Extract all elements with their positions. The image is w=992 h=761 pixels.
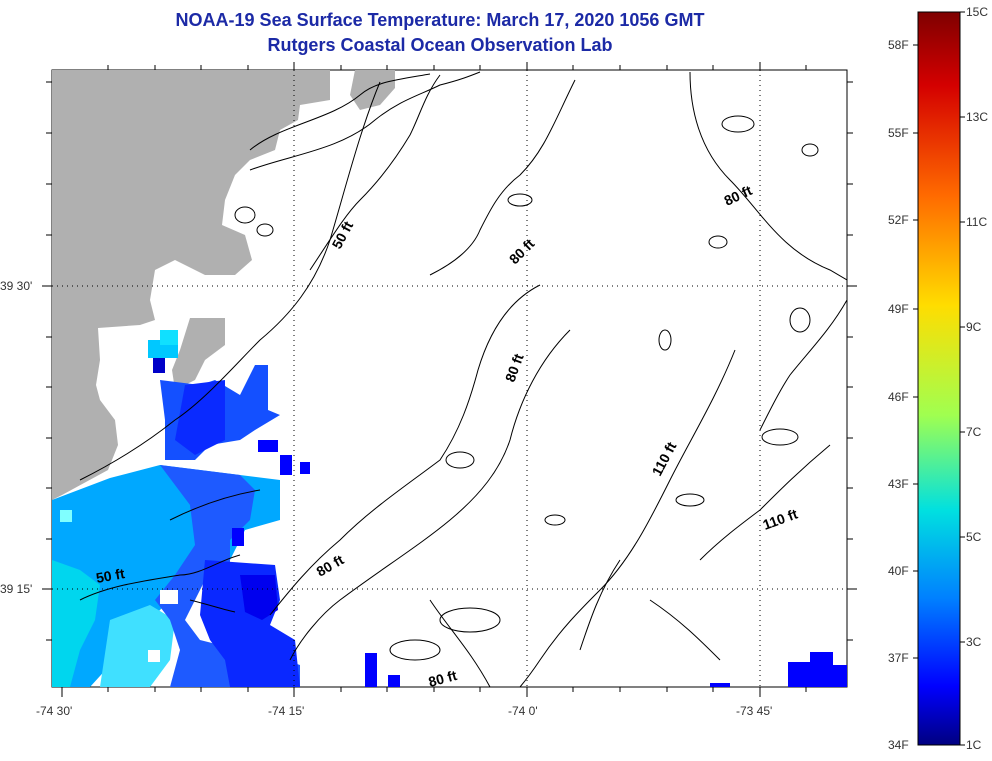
colorbar-f-label: 52F <box>888 213 909 227</box>
colorbar-c-label: 15C <box>966 5 988 19</box>
colorbar-f-label: 58F <box>888 38 909 52</box>
colorbar-gradient <box>917 11 961 746</box>
sst-pixels <box>52 330 847 687</box>
contour-label: 50 ft <box>95 565 126 586</box>
lat-label-39-30: 39 30' <box>0 279 32 293</box>
colorbar-c-label: 13C <box>966 110 988 124</box>
colorbar-c-label: 7C <box>966 425 982 439</box>
colorbar-c-label: 9C <box>966 320 982 334</box>
axis-ticks <box>42 285 857 697</box>
colorbar-c-label: 1C <box>966 738 982 752</box>
colorbar-f-label: 40F <box>888 564 909 578</box>
land-patch-north <box>350 70 395 110</box>
colorbar-c-label: 11C <box>966 215 987 229</box>
minor-ticks <box>46 62 853 692</box>
lon-label-74-15: -74 15' <box>268 704 304 718</box>
land-new-jersey <box>52 70 330 500</box>
colorbar-f-label: 37F <box>888 651 909 665</box>
colorbar-f-label: 43F <box>888 477 909 491</box>
colorbar-f-label: 49F <box>888 302 909 316</box>
map-title: NOAA-19 Sea Surface Temperature: March 1… <box>175 10 705 30</box>
contour-label: 80 ft <box>427 667 459 690</box>
colorbar-f-label: 46F <box>888 390 909 404</box>
map-subtitle: Rutgers Coastal Ocean Observation Lab <box>267 35 613 55</box>
colorbar-f-label: 55F <box>888 126 909 140</box>
colorbar-f-label: 34F <box>888 738 909 752</box>
lat-label-39-15: 39 15' <box>0 582 32 596</box>
colorbar-c-label: 3C <box>966 635 982 649</box>
land-peninsula <box>172 318 225 390</box>
bathymetry-contours <box>79 71 847 687</box>
colorbar-c-label: 5C <box>966 530 982 544</box>
lon-label-74-30: -74 30' <box>36 704 72 718</box>
lon-label-74-0: -74 0' <box>508 704 538 718</box>
lon-label-73-45: -73 45' <box>736 704 772 718</box>
colorbar: 58F 55F 52F 49F 46F 43F 40F 37F 34F 15C … <box>888 5 988 752</box>
